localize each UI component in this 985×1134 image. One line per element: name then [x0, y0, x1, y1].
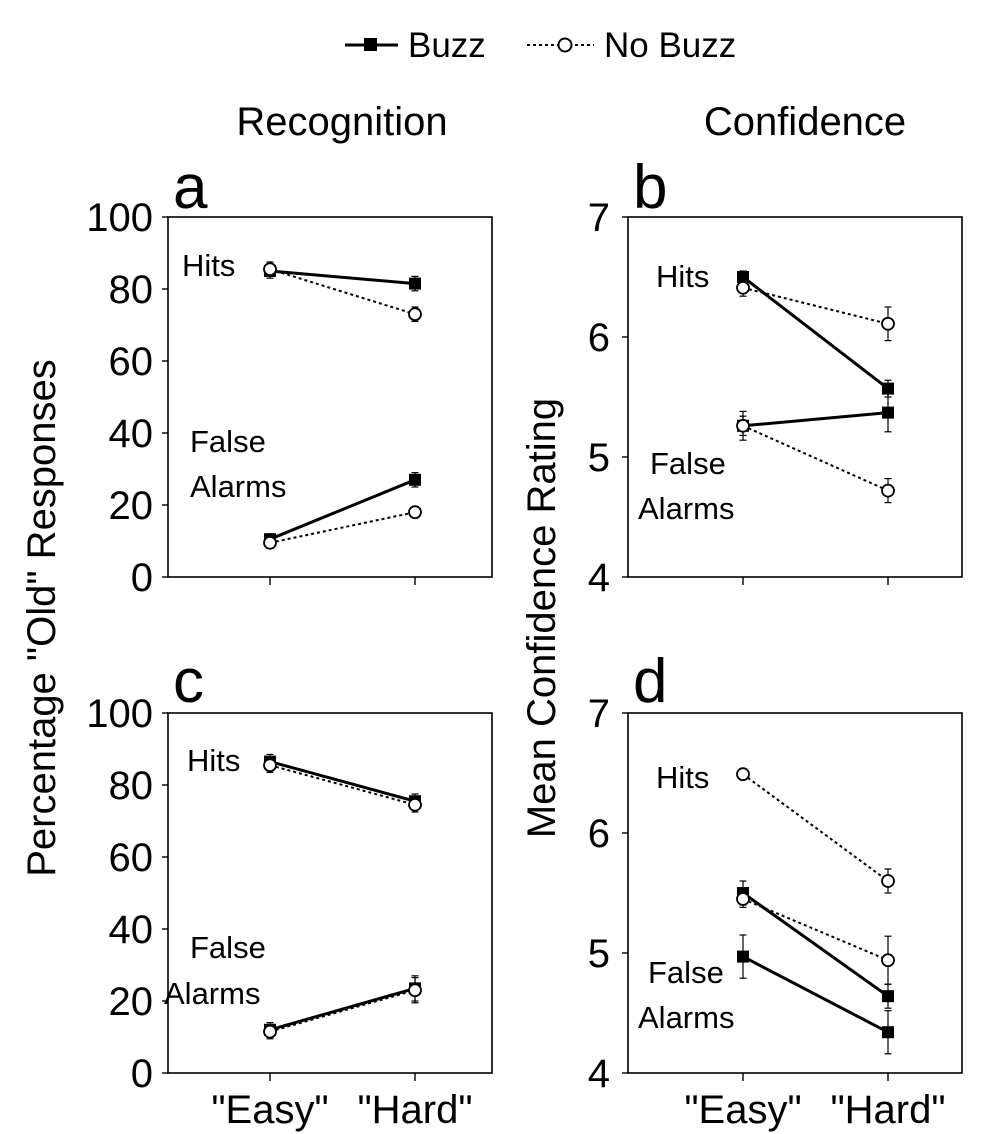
series-a-buzz-hits-point-1: [409, 277, 421, 290]
ylabel-left: Percentage "Old" Responses: [20, 359, 64, 877]
panel-letter-a: a: [173, 153, 208, 222]
series-b-no-buzz-false-alarms-point-0: [736, 418, 750, 433]
y-tick-label-d-2: 6: [588, 812, 610, 856]
annotation-c-hits: Hits: [187, 743, 240, 778]
series-d-no-buzz-false-alarms-line: [742, 898, 889, 962]
y-tick-label-b-0: 4: [588, 556, 610, 600]
plot-frame-c: [167, 712, 493, 1074]
y-tick-label-c-4: 80: [109, 764, 154, 808]
panel-b: 4 5 6 7 Hits False Alarms: [588, 196, 963, 600]
series-b-no-buzz-hits-line: [742, 286, 889, 325]
annotation-d-alarms: Alarms: [638, 1000, 734, 1035]
series-b-buzz-false-alarms-point-1: [882, 406, 894, 419]
series-b-no-buzz-hits-point-1: [881, 316, 895, 331]
x-tick-label-c-1: "Hard": [357, 1088, 472, 1132]
panel-letter-d: d: [633, 647, 667, 716]
series-a-no-buzz-false-alarms-point-0: [263, 535, 277, 550]
x-tick-label-d-0: "Easy": [684, 1088, 801, 1132]
series-b-no-buzz-false-alarms-point-1: [881, 483, 895, 498]
y-tick-label-c-3: 60: [109, 836, 154, 880]
series-a-no-buzz-hits-line: [269, 268, 416, 316]
series-c-no-buzz-false-alarms-line: [269, 989, 416, 1033]
series-a-buzz-hits-line: [269, 269, 416, 286]
y-tick-label-b-3: 7: [588, 196, 610, 240]
series-d-buzz-false-alarms-point-1: [882, 1026, 894, 1039]
panel-c: 0 20 40 60 80 100 "Easy" "Hard" Hits False Alarms: [86, 692, 493, 1132]
y-tick-label-a-3: 60: [109, 340, 154, 384]
column-title-recognition: Recognition: [236, 100, 447, 144]
series-a-no-buzz-false-alarms-line: [269, 511, 416, 544]
series-c-no-buzz-false-alarms-point-0: [263, 1024, 277, 1039]
series-b-no-buzz-hits-point-0: [736, 280, 750, 295]
plot-frame-d: [627, 712, 963, 1074]
y-tick-label-a-4: 80: [109, 268, 154, 312]
series-d-buzz-hits-point-1: [882, 990, 894, 1003]
series-c-no-buzz-hits-line: [269, 764, 416, 806]
series-d-no-buzz-hits-point-1: [881, 874, 895, 888]
annotation-a-false: False: [190, 424, 266, 459]
series-d-no-buzz-hits-point-0: [736, 767, 750, 782]
annotation-d-false: False: [648, 955, 724, 990]
column-title-confidence: Confidence: [704, 100, 906, 144]
y-tick-label-a-0: 0: [131, 556, 153, 600]
legend-item-buzz: Buzz: [345, 26, 486, 65]
series-b-buzz-hits-line: [742, 275, 889, 390]
annotation-a-alarms: Alarms: [190, 469, 286, 504]
y-tick-label-d-1: 5: [588, 932, 610, 976]
plot-frame-b: [627, 216, 963, 578]
legend: Buzz No Buzz: [345, 26, 736, 65]
series-c-no-buzz-hits-point-1: [408, 797, 422, 812]
series-d-no-buzz-false-alarms-point-0: [736, 892, 750, 906]
annotation-b-hits: Hits: [656, 259, 709, 294]
y-tick-label-c-1: 20: [109, 980, 154, 1024]
panel-letter-c: c: [173, 647, 204, 716]
panel-letter-b: b: [633, 153, 667, 222]
annotation-c-alarms: Alarms: [164, 976, 260, 1011]
annotation-b-alarms: Alarms: [638, 491, 734, 526]
series-b-buzz-hits-point-1: [882, 382, 894, 395]
annotation-c-false: False: [190, 930, 266, 965]
x-tick-label-d-1: "Hard": [830, 1088, 945, 1132]
series-c-no-buzz-false-alarms-point-1: [408, 983, 422, 998]
series-d-buzz-false-alarms-point-0: [737, 950, 749, 963]
x-tick-label-c-0: "Easy": [211, 1088, 328, 1132]
y-tick-label-b-1: 5: [588, 436, 610, 480]
series-a-buzz-false-alarms-line: [269, 478, 416, 541]
series-a-no-buzz-false-alarms-point-1: [408, 505, 422, 520]
y-tick-label-c-2: 40: [109, 908, 154, 952]
series-d-buzz-hits-line: [742, 891, 889, 998]
series-c-no-buzz-hits-point-0: [263, 758, 277, 773]
y-tick-label-a-5: 100: [86, 196, 153, 240]
legend-buzz-label: Buzz: [408, 26, 486, 65]
series-c-buzz-false-alarms-line: [269, 986, 416, 1032]
panel-d: 4 5 6 7 "Easy" "Hard" Hits False Alarms: [588, 692, 963, 1132]
y-tick-label-a-2: 40: [109, 412, 154, 456]
legend-item-no-buzz: No Buzz: [527, 26, 736, 65]
series-a-no-buzz-hits-point-0: [263, 262, 277, 277]
annotation-b-false: False: [650, 446, 726, 481]
ylabel-right: Mean Confidence Rating: [520, 398, 564, 838]
annotation-a-hits: Hits: [182, 248, 235, 283]
y-tick-label-d-0: 4: [588, 1052, 610, 1096]
annotation-d-hits: Hits: [656, 760, 709, 795]
plot-frame-a: [167, 216, 493, 578]
series-a-no-buzz-hits-point-1: [408, 307, 422, 322]
y-tick-label-a-1: 20: [109, 484, 154, 528]
series-a-buzz-false-alarms-point-1: [409, 473, 421, 486]
y-tick-label-d-3: 7: [588, 692, 610, 736]
series-c-buzz-hits-line: [269, 760, 416, 803]
panel-a: 0 20 40 60 80 100 Hits False Alarms: [86, 196, 493, 600]
series-d-buzz-false-alarms-line: [742, 955, 889, 1034]
y-tick-label-c-5: 100: [86, 692, 153, 736]
series-d-no-buzz-hits-line: [742, 773, 889, 882]
legend-no-buzz-label: No Buzz: [604, 26, 736, 65]
legend-no-buzz-marker: [557, 37, 573, 53]
legend-buzz-marker: [364, 38, 377, 51]
y-tick-label-b-2: 6: [588, 316, 610, 360]
series-d-no-buzz-false-alarms-point-1: [881, 953, 895, 968]
series-b-buzz-false-alarms-line: [742, 411, 889, 428]
series-b-no-buzz-false-alarms-line: [742, 424, 889, 492]
y-tick-label-c-0: 0: [131, 1052, 153, 1096]
